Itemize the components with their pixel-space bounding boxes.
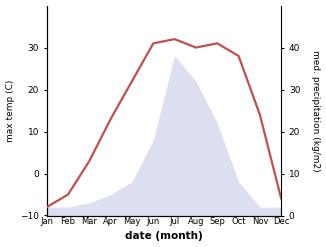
X-axis label: date (month): date (month) xyxy=(125,231,203,242)
Y-axis label: max temp (C): max temp (C) xyxy=(6,79,15,142)
Y-axis label: med. precipitation (kg/m2): med. precipitation (kg/m2) xyxy=(311,50,320,171)
